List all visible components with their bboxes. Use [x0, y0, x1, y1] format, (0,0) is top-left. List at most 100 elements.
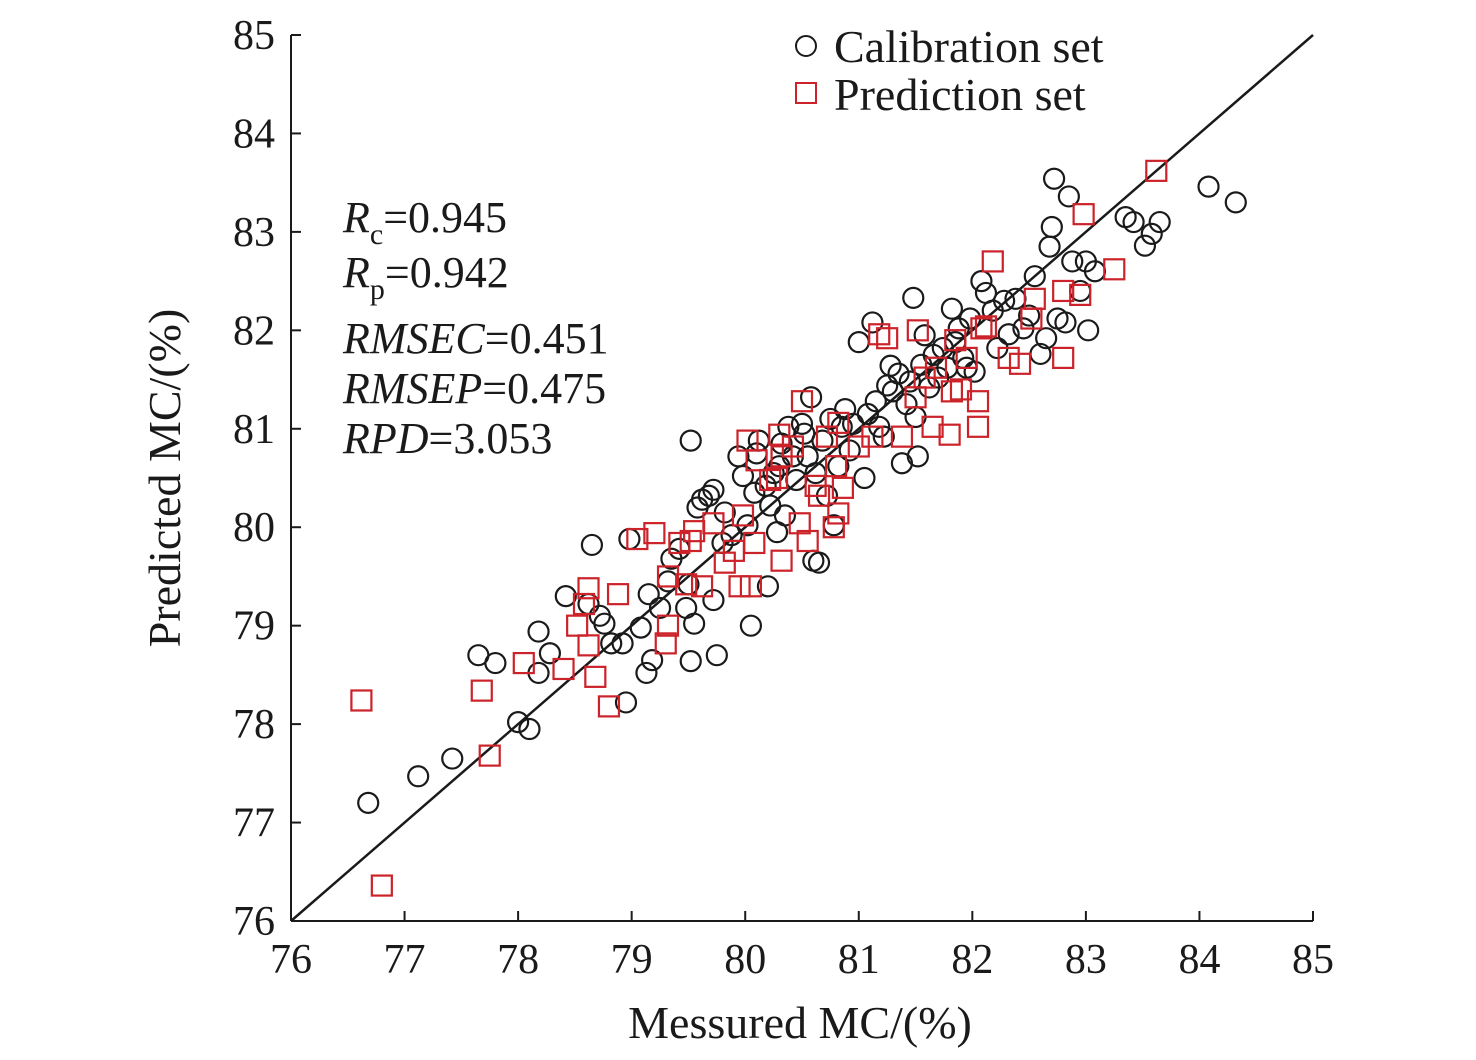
axis-ticks: 76 77 78 79 80 81 82 83 84 85 76 77 78 79 80 81 82 83 84 85 — [233, 13, 1334, 983]
calibration-point — [773, 504, 797, 527]
calibration-point — [614, 691, 638, 714]
prediction-point — [822, 516, 845, 539]
x-tick-label: 82 — [951, 937, 993, 983]
calibration-point — [861, 311, 884, 334]
calibration-point — [702, 588, 725, 612]
prediction-point — [861, 425, 884, 448]
calibration-point — [507, 711, 530, 734]
prediction-point — [656, 565, 680, 588]
prediction-point — [584, 665, 607, 688]
prediction-point — [370, 874, 393, 897]
calibration-point — [887, 362, 910, 385]
calibration-point — [811, 429, 834, 452]
x-tick-label: 85 — [1292, 937, 1334, 983]
x-tick-label: 79 — [611, 937, 653, 983]
legend: Calibration set Prediction set — [795, 21, 1104, 120]
prediction-point — [1103, 258, 1126, 281]
stat-rmsep: RMSEP=0.475 — [342, 364, 606, 413]
calibration-point — [856, 402, 879, 426]
prediction-point — [827, 411, 850, 434]
x-tick-label: 78 — [497, 937, 539, 983]
plot-frame — [290, 35, 1313, 922]
calibration-point — [629, 616, 652, 639]
data-points — [350, 159, 1247, 897]
calibration-point — [997, 323, 1020, 346]
calibration-point — [841, 412, 865, 435]
calibration-point — [720, 523, 743, 547]
calibration-point — [747, 429, 770, 452]
prediction-point — [807, 484, 831, 507]
y-tick-label: 84 — [233, 111, 275, 157]
y-axis-title: Predicted MC/(%) — [139, 309, 190, 648]
prediction-point — [743, 531, 766, 555]
calibration-point — [739, 614, 763, 637]
calibration-point — [1224, 191, 1247, 214]
prediction-point — [981, 250, 1004, 273]
prediction-point — [1023, 287, 1046, 310]
calibration-point — [790, 412, 814, 435]
prediction-point — [921, 415, 944, 438]
prediction-point — [572, 592, 596, 616]
legend-prediction-label: Prediction set — [834, 69, 1086, 120]
calibration-point — [683, 612, 706, 635]
prediction-point — [512, 651, 535, 675]
calibration-point — [697, 484, 720, 507]
prediction-point — [643, 522, 666, 545]
calibration-point — [1140, 222, 1163, 245]
calibration-point — [731, 464, 755, 488]
calibration-point — [1042, 167, 1066, 190]
prediction-point — [656, 614, 680, 637]
y-tick-label: 83 — [233, 210, 275, 256]
calibration-point — [872, 425, 895, 448]
calibration-point — [679, 650, 702, 673]
calibration-point — [637, 583, 660, 606]
prediction-point — [759, 468, 782, 492]
legend-prediction-marker — [795, 82, 817, 104]
x-tick-label: 77 — [384, 937, 426, 983]
calibration-point — [618, 527, 641, 551]
prediction-point — [944, 329, 967, 352]
prediction-point — [974, 315, 998, 338]
calibration-point — [743, 481, 766, 504]
prediction-point — [1008, 352, 1032, 375]
calibration-point — [879, 354, 902, 377]
prediction-point — [597, 695, 621, 718]
calibration-point — [635, 661, 658, 685]
legend-calibration-marker — [795, 35, 817, 57]
prediction-point — [970, 317, 993, 340]
stat-rpd: RPD=3.053 — [342, 414, 552, 463]
calibration-point — [357, 791, 380, 814]
prediction-point — [890, 425, 914, 448]
x-tick-label: 83 — [1065, 937, 1107, 983]
y-tick-label: 77 — [233, 801, 275, 847]
calibration-point — [611, 632, 634, 655]
calibration-point — [847, 331, 870, 354]
calibration-point — [1077, 319, 1100, 342]
prediction-point — [690, 575, 714, 598]
prediction-point — [1072, 203, 1095, 226]
prediction-point — [675, 573, 698, 596]
calibration-point — [1054, 311, 1077, 334]
x-tick-label: 84 — [1178, 937, 1220, 983]
prediction-point — [1145, 159, 1168, 182]
prediction-point — [997, 346, 1020, 369]
prediction-point — [955, 346, 978, 369]
x-axis-title: Messured MC/(%) — [628, 997, 972, 1048]
prediction-point — [827, 502, 850, 525]
calibration-point — [1122, 210, 1145, 234]
x-tick-label: 76 — [270, 937, 312, 983]
prediction-point — [702, 512, 725, 535]
calibration-point — [656, 570, 680, 593]
legend-calibration-label: Calibration set — [834, 21, 1104, 72]
calibration-point — [834, 397, 857, 421]
prediction-point — [1052, 346, 1075, 369]
calibration-point — [940, 297, 963, 320]
y-tick-label: 81 — [233, 407, 275, 453]
stat-r-c: Rc=0.945 — [342, 193, 507, 251]
prediction-point — [350, 689, 373, 712]
calibration-point — [1148, 210, 1171, 234]
prediction-point — [1069, 283, 1092, 306]
prediction-point — [906, 319, 929, 342]
calibration-point — [518, 717, 541, 741]
prediction-point — [876, 327, 899, 350]
